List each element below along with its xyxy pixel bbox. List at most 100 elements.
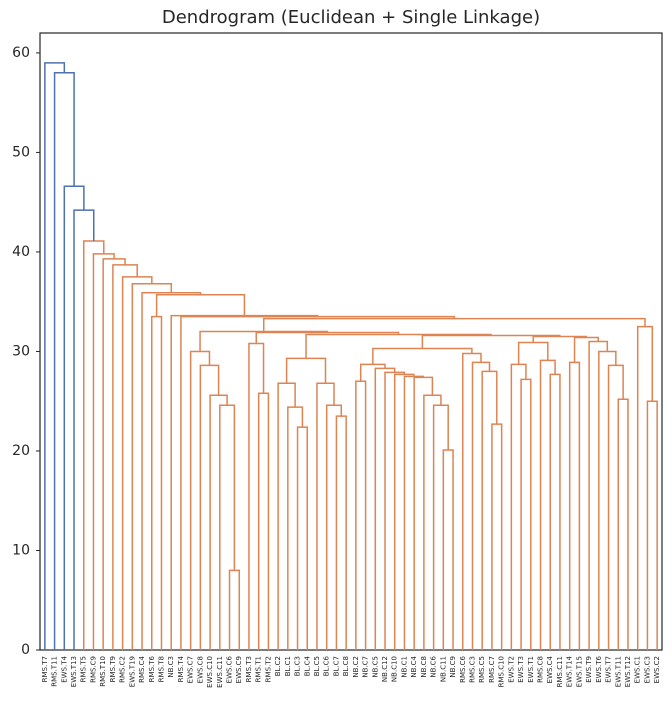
leaf-label: RMS.C4 xyxy=(138,655,146,682)
leaf-label: EWS.C2 xyxy=(653,656,661,683)
leaf-label: NB.C3 xyxy=(167,656,175,678)
link xyxy=(335,415,347,650)
leaf-label: EWS.T7 xyxy=(605,656,613,683)
leaf-label: RMS.C2 xyxy=(119,656,127,683)
link xyxy=(255,331,400,344)
axes-frame xyxy=(39,32,663,651)
leaf-label: RMS.T1 xyxy=(255,656,263,682)
link xyxy=(63,185,85,650)
link xyxy=(568,361,581,650)
leaf-label: BL.C7 xyxy=(332,656,340,676)
leaf-label: EWS.T4 xyxy=(60,655,68,682)
link xyxy=(442,449,454,650)
link xyxy=(539,359,556,650)
link xyxy=(403,375,425,650)
leaf-label: EWS.C9 xyxy=(235,656,243,683)
link xyxy=(607,364,624,650)
leaf-label: EWS.T14 xyxy=(566,655,574,687)
link xyxy=(92,253,115,650)
link xyxy=(228,569,240,650)
leaf-label: EWS.T9 xyxy=(585,656,593,683)
link xyxy=(151,315,163,650)
link xyxy=(277,382,296,650)
link xyxy=(44,62,66,650)
leaf-label: RMS.C8 xyxy=(537,656,545,683)
leaf-label: NB.C4 xyxy=(410,655,418,677)
link xyxy=(296,426,309,650)
chart-title: Dendrogram (Euclidean + Single Linkage) xyxy=(162,7,540,28)
link xyxy=(189,350,211,650)
leaf-label: RMS.T8 xyxy=(157,656,165,682)
leaf-label: RMS.T5 xyxy=(80,656,88,682)
leaf-label: EWS.T3 xyxy=(517,656,525,683)
link xyxy=(510,363,527,650)
leaf-label: EWS.T15 xyxy=(575,656,583,687)
leaf-label: NB.C1 xyxy=(400,656,408,678)
link xyxy=(82,240,105,650)
leaf-label: NB.C2 xyxy=(352,656,360,678)
leaf-label: NB.C6 xyxy=(430,655,438,677)
leaf-label: RMS.T3 xyxy=(245,656,253,682)
link xyxy=(423,394,442,650)
link xyxy=(305,333,492,359)
leaf-label: EWS.C4 xyxy=(546,655,554,683)
leaf-label: NB.C7 xyxy=(362,656,370,678)
leaf-label: EWS.T2 xyxy=(507,656,515,683)
link xyxy=(598,350,617,650)
link xyxy=(285,357,327,384)
leaf-label: BL.C1 xyxy=(284,656,292,676)
leaf-label: RMS.T6 xyxy=(148,655,156,682)
y-tick-label: 10 xyxy=(12,542,30,558)
leaf-label: BL.C8 xyxy=(342,656,350,676)
link xyxy=(102,258,126,650)
leaf-label: NB.C12 xyxy=(381,656,389,682)
leaf-label: RMS.C3 xyxy=(468,656,476,683)
link xyxy=(262,317,646,332)
leaf-label: EWS.C11 xyxy=(216,656,224,688)
leaf-label: EWS.T1 xyxy=(527,656,535,683)
link xyxy=(257,392,270,650)
link xyxy=(170,314,319,650)
leaf-label: BL.C6 xyxy=(323,655,331,676)
leaf-label: RMS.C7 xyxy=(488,656,496,683)
leaf-label: RMS.T4 xyxy=(177,655,185,682)
link xyxy=(617,398,629,650)
link xyxy=(112,264,138,650)
leaf-label: RMS.C5 xyxy=(478,656,486,683)
leaf-label: RMS.C6 xyxy=(459,655,467,682)
y-tick-label: 20 xyxy=(12,443,30,459)
leaf-label: EWS.C7 xyxy=(187,656,195,683)
leaf-label: RMS.T11 xyxy=(51,656,59,687)
link xyxy=(372,347,473,365)
leaf-label: BL.C4 xyxy=(303,655,311,676)
leaf-label: RMS.T2 xyxy=(264,656,272,682)
link xyxy=(287,406,304,650)
leaf-label: EWS.T13 xyxy=(70,656,78,687)
leaf-label: NB.C11 xyxy=(439,656,447,682)
leaf-label: EWS.C10 xyxy=(206,656,214,688)
leaf-label: EWS.T12 xyxy=(624,656,632,687)
leaf-label: BL.C5 xyxy=(313,656,321,676)
link xyxy=(121,276,153,650)
leaf-label: EWS.C3 xyxy=(643,656,651,683)
link xyxy=(325,404,343,650)
leaf-label: RMS.C11 xyxy=(556,656,564,687)
link xyxy=(180,315,456,650)
leaf-label: NB.C10 xyxy=(391,656,399,682)
link xyxy=(209,394,228,650)
link xyxy=(432,404,449,650)
link xyxy=(131,283,173,650)
link xyxy=(413,376,434,650)
link xyxy=(636,325,654,650)
y-tick-label: 30 xyxy=(12,343,30,359)
leaf-label: EWS.C6 xyxy=(226,655,234,683)
leaf-label: RMS.T7 xyxy=(41,656,49,682)
leaf-label: RMS.T9 xyxy=(109,656,117,682)
leaf-label: RMS.C9 xyxy=(89,656,97,683)
link xyxy=(549,373,561,650)
leaf-label: EWS.T19 xyxy=(128,656,136,687)
link xyxy=(491,423,503,650)
leaf-label: BL.C3 xyxy=(294,656,302,676)
link xyxy=(481,370,498,650)
